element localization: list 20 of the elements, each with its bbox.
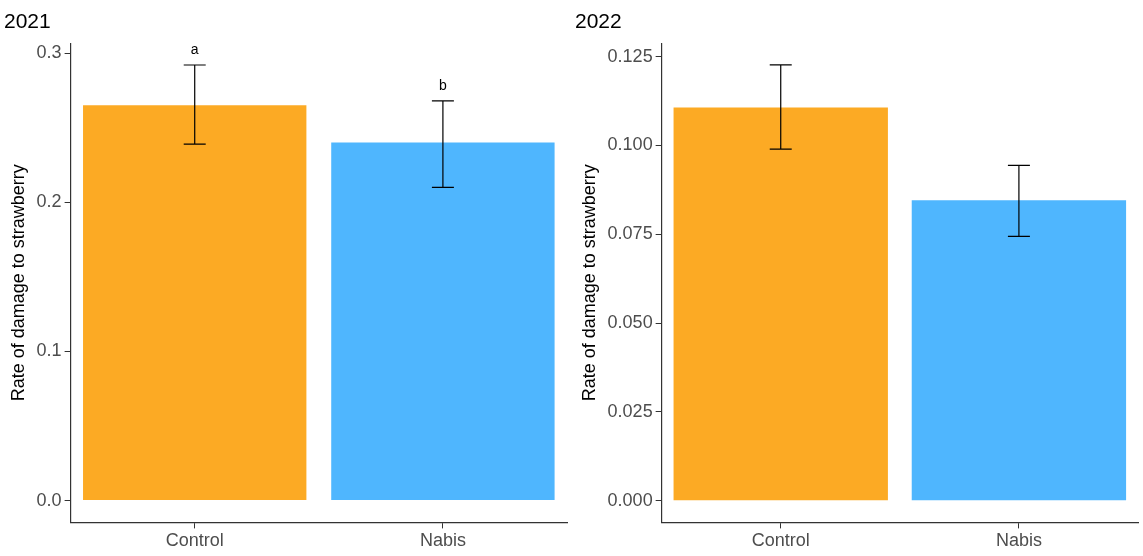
- y-tick-label: 0.2: [36, 191, 62, 212]
- x-tick-label: Control: [165, 530, 224, 551]
- annotation: a: [190, 40, 199, 57]
- y-tick-label: 0.000: [607, 489, 653, 510]
- annotation: b: [439, 76, 448, 93]
- chart-title: 2021: [4, 9, 51, 33]
- y-tick-label: 0.1: [36, 340, 62, 361]
- y-tick-label: 0.3: [36, 42, 62, 63]
- y-axis-title: Rate of damage to strawberry: [7, 164, 28, 402]
- chart-title: 2022: [575, 9, 622, 33]
- x-tick-label: Nabis: [995, 530, 1042, 551]
- x-tick-label: Nabis: [419, 530, 466, 551]
- y-tick-label: 0.050: [607, 312, 653, 333]
- y-tick-label: 0.0: [36, 489, 62, 510]
- x-tick-label: Control: [751, 530, 810, 551]
- y-axis-title: Rate of damage to strawberry: [578, 164, 599, 402]
- y-tick-label: 0.125: [607, 45, 653, 66]
- y-tick-label: 0.100: [607, 134, 653, 155]
- y-tick-label: 0.075: [607, 223, 653, 244]
- y-tick-label: 0.025: [607, 400, 653, 421]
